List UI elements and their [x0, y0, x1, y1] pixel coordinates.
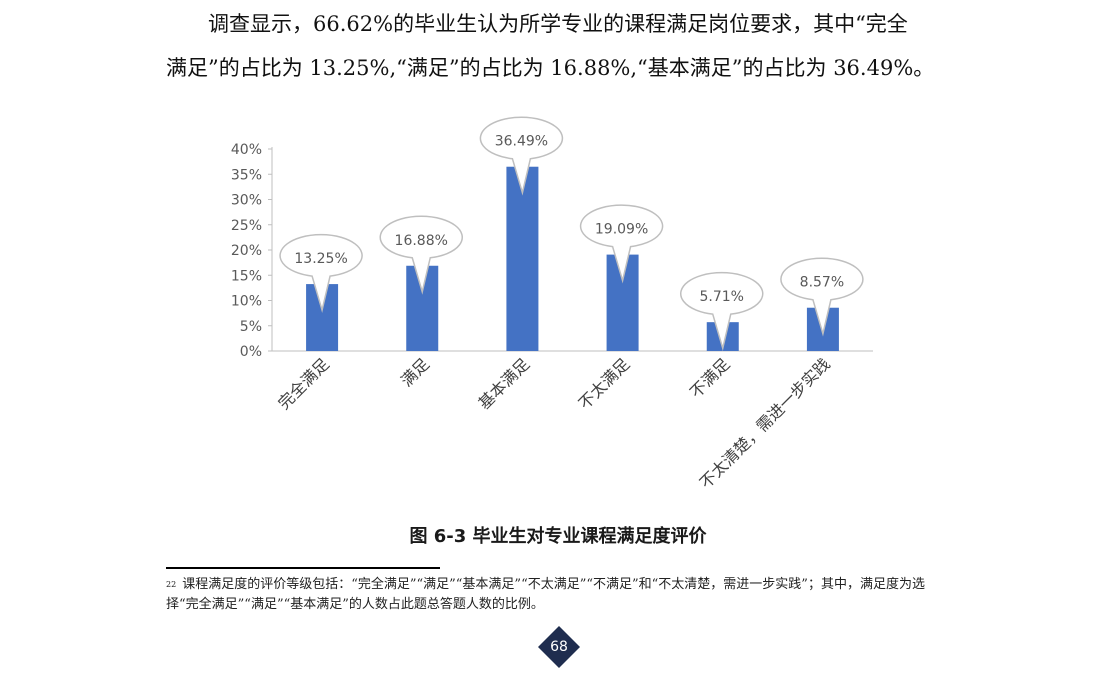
data-label: 5.71% — [700, 289, 744, 305]
page-number: 68 — [550, 639, 568, 655]
y-tick-label: 30% — [231, 193, 262, 209]
callout-bubble — [680, 271, 764, 352]
data-label-callout: 8.57% — [780, 257, 864, 337]
data-label: 13.25% — [294, 251, 347, 267]
callout-bubble — [780, 257, 864, 337]
category-label: 完全满足 — [274, 354, 333, 413]
y-tick-label: 5% — [240, 319, 262, 335]
y-tick-label: 10% — [231, 294, 262, 310]
callout-bubble — [379, 215, 463, 295]
footnote-marker: 22 — [166, 580, 177, 589]
data-label: 19.09% — [595, 222, 648, 238]
body-paragraph-line-1: 调查显示，66.62%的毕业生认为所学专业的课程满足岗位要求，其中“完全 — [208, 12, 908, 36]
data-label: 16.88% — [395, 233, 448, 249]
figure-caption: 图 6-3 毕业生对专业课程满足度评价 — [409, 526, 707, 547]
data-label-callout: 16.88% — [379, 215, 463, 295]
callout-bubble — [279, 233, 363, 314]
y-tick-label: 35% — [231, 167, 262, 183]
category-label: 不太满足 — [575, 354, 634, 413]
callout-bubble — [579, 204, 664, 284]
y-tick-label: 0% — [240, 344, 262, 360]
data-label-callout: 5.71% — [680, 271, 764, 352]
footnote-text: 课程满足度的评价等级包括：“完全满足”“满足”“基本满足”“不太满足”“不满足”… — [166, 577, 925, 612]
data-label-callout: 13.25% — [279, 233, 363, 314]
data-label: 36.49% — [495, 134, 548, 150]
page-number-badge — [538, 626, 580, 668]
y-tick-label: 15% — [231, 268, 262, 284]
y-tick-label: 20% — [231, 243, 262, 259]
data-label: 8.57% — [800, 275, 844, 291]
category-label: 基本满足 — [475, 354, 534, 413]
category-label: 满足 — [397, 354, 433, 390]
data-label-callout: 19.09% — [579, 204, 664, 284]
bar — [506, 166, 539, 351]
y-tick-label: 40% — [231, 142, 262, 158]
footnote-separator — [166, 567, 440, 569]
callout-bubble — [479, 116, 564, 196]
body-paragraph-line-2: 满足”的占比为 13.25%,“满足”的占比为 16.88%,“基本满足”的占比… — [166, 56, 935, 80]
footnote: 22 课程满足度的评价等级包括：“完全满足”“满足”“基本满足”“不太满足”“不满… — [166, 575, 956, 615]
y-tick-label: 25% — [231, 218, 262, 234]
category-label: 不满足 — [686, 354, 733, 401]
data-label-callout: 36.49% — [479, 116, 564, 196]
